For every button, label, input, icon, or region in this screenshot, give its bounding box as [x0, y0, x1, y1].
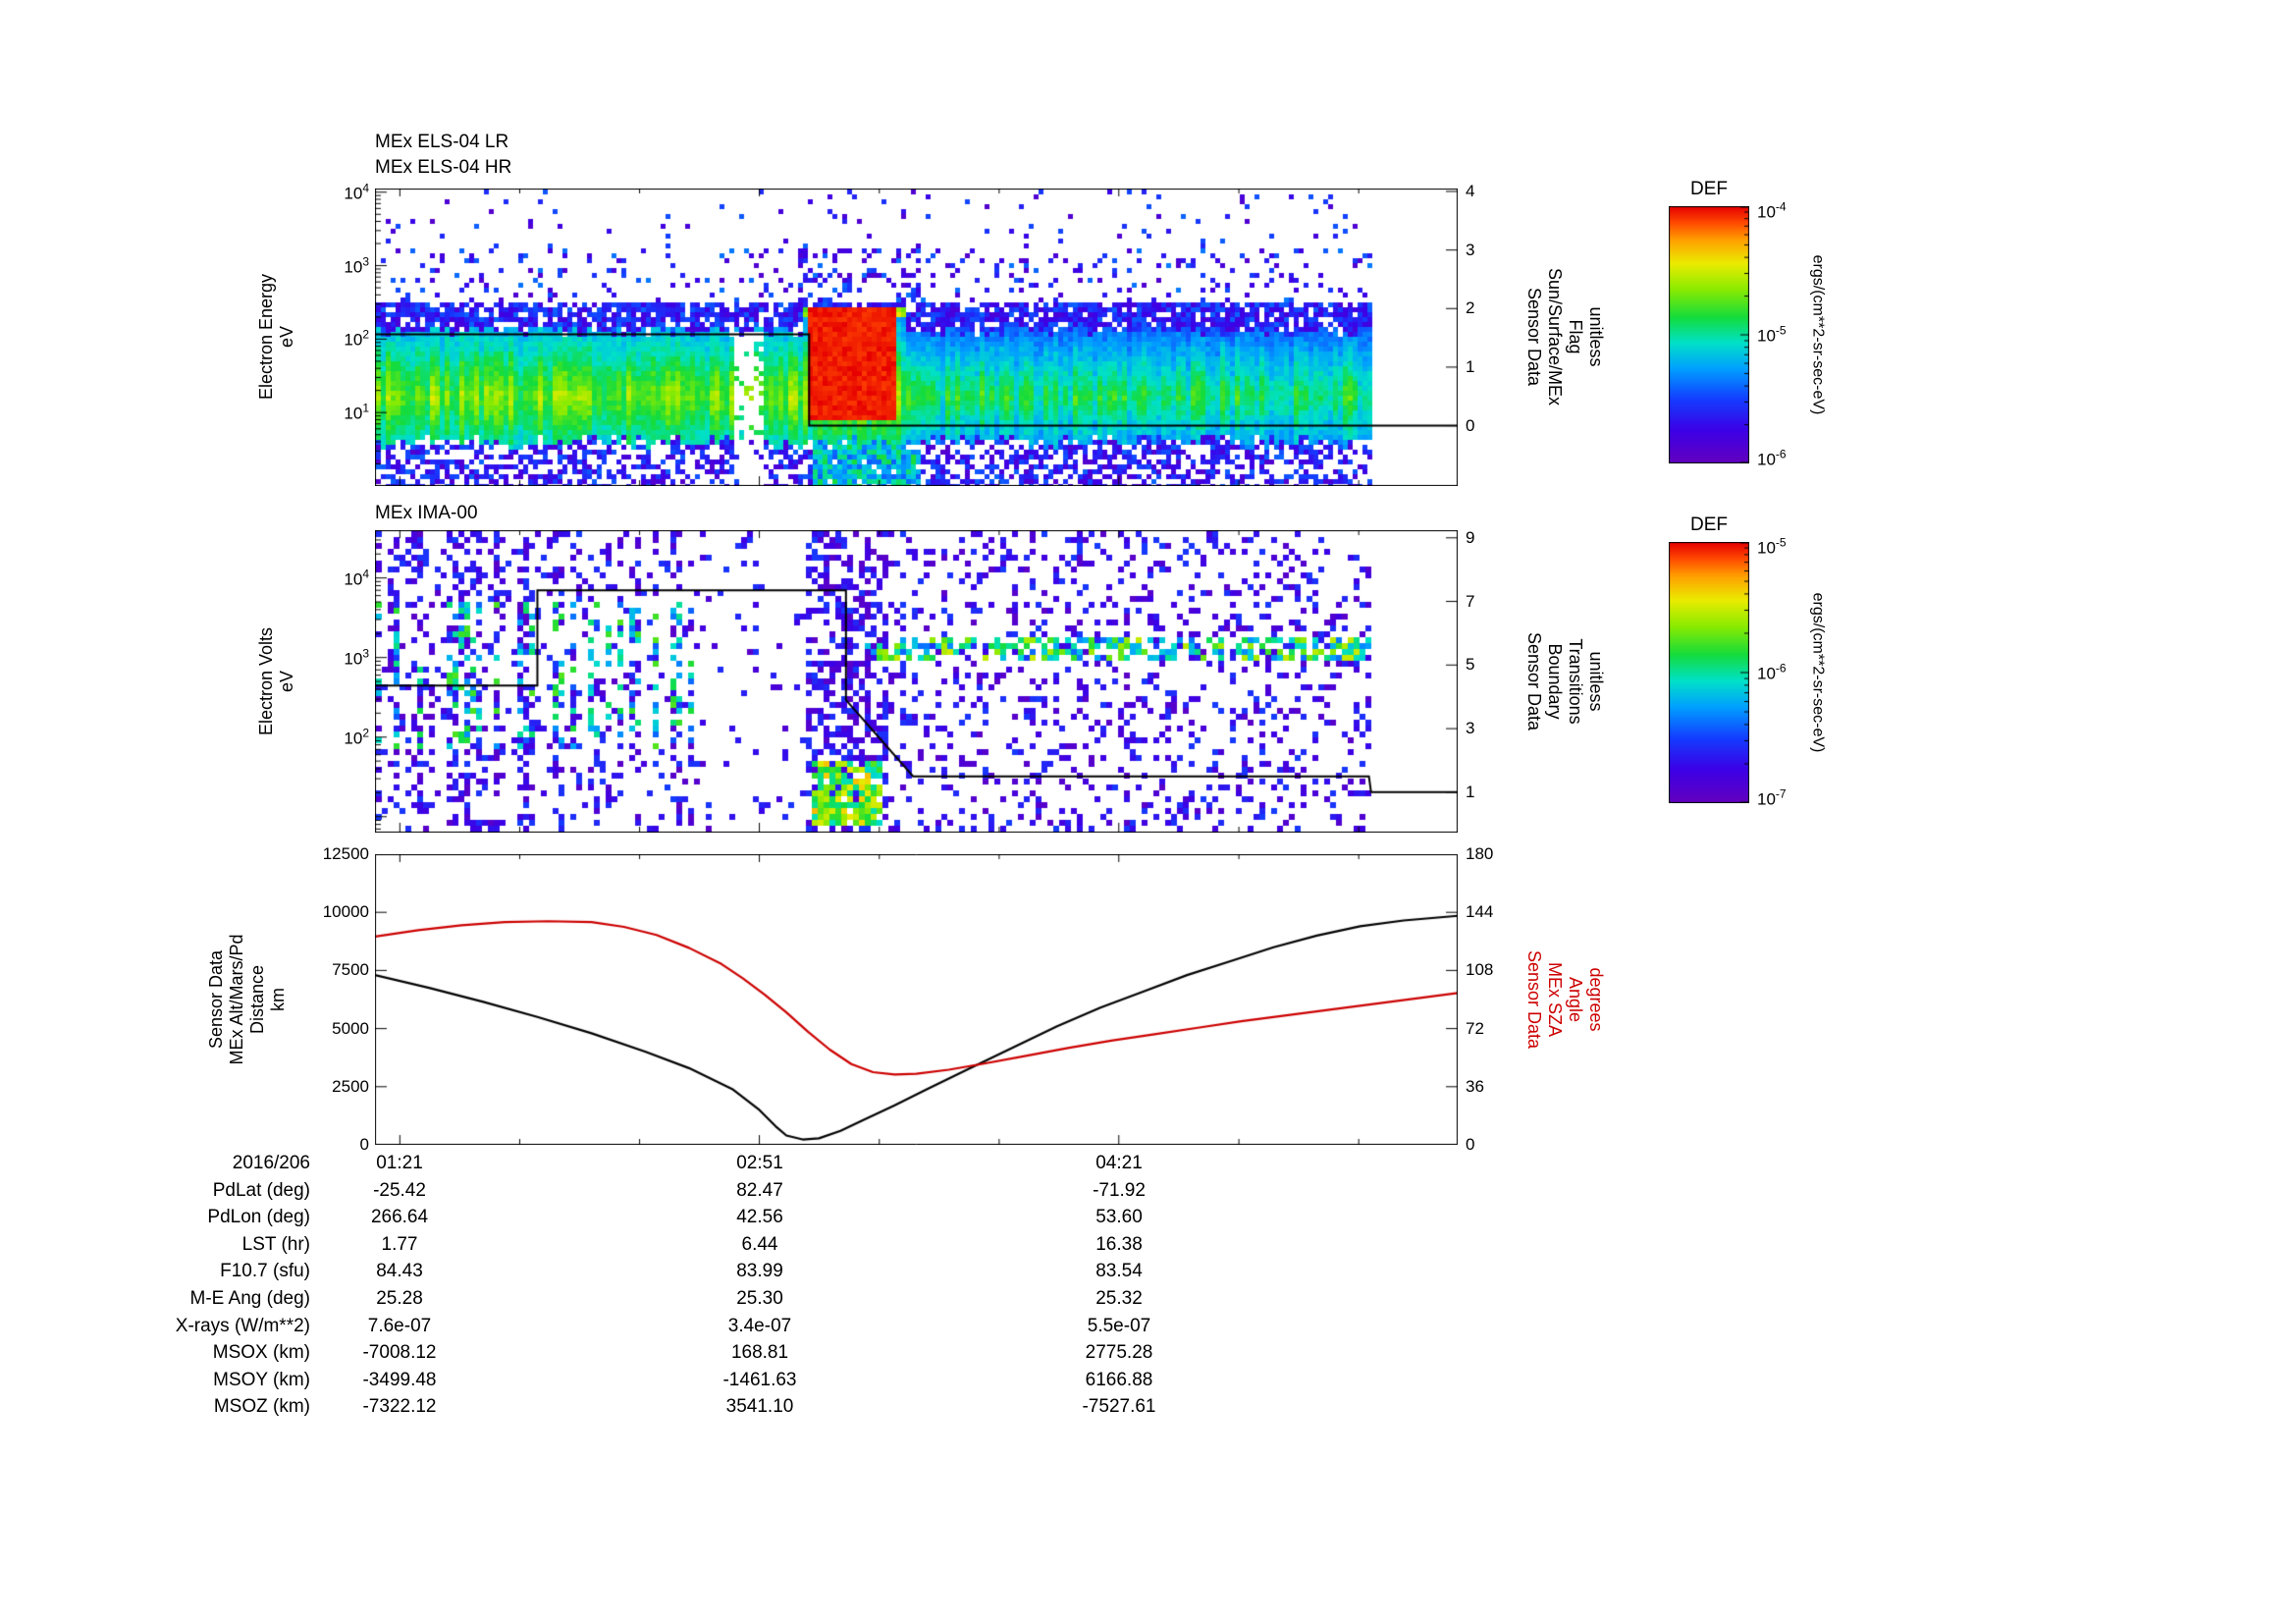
els-panel-title-lr: MEx ELS-04 LR [375, 132, 509, 152]
table-cell: 53.60 [1095, 1207, 1143, 1228]
table-cell: 16.38 [1095, 1233, 1143, 1255]
orbit-left-tick-label: 12500 [322, 844, 369, 863]
orbit-right-tick-label: 108 [1466, 960, 1494, 980]
ima-right-tick-label: 9 [1466, 527, 1475, 547]
ima-right-tick-label: 7 [1466, 591, 1475, 611]
table-cell: 1.77 [381, 1233, 418, 1255]
colorbar1-tick-label: 10-6 [1757, 447, 1787, 469]
colorbar1-def-label: DEF [1690, 179, 1728, 199]
table-cell: 25.30 [736, 1288, 783, 1309]
orbit-line-canvas [375, 854, 1458, 1145]
colorbar1 [1669, 206, 1749, 463]
els-right-tick-label: 3 [1466, 240, 1475, 259]
colorbar1-tick-label: 10-5 [1757, 323, 1787, 346]
orbit-right-tick-label: 36 [1466, 1076, 1484, 1096]
orbit-right-tick-label: 72 [1466, 1018, 1484, 1038]
ima-right-tick-label: 5 [1466, 655, 1475, 675]
els-panel-title-hr: MEx ELS-04 HR [375, 157, 512, 178]
colorbar1-tick-label: 10-4 [1757, 199, 1787, 222]
table-cell: 84.43 [376, 1261, 423, 1282]
orbit-left-tick-label: 10000 [322, 902, 369, 922]
table-cell: 5.5e-07 [1087, 1315, 1151, 1336]
table-row-label: PdLat (deg) [212, 1179, 310, 1201]
orbit-right-tick-label: 144 [1466, 902, 1494, 922]
orbit-left-tick-label: 7500 [332, 960, 369, 980]
table-row-label: F10.7 (sfu) [220, 1261, 310, 1282]
table-cell: 04:21 [1095, 1153, 1143, 1173]
orbit-left-tick-label: 5000 [332, 1018, 369, 1038]
orbit-left-axis-label: Sensor Data MEx Alt/Mars/Pd Distance km [206, 934, 288, 1065]
table-cell: -7008.12 [362, 1342, 437, 1364]
orbit-right-axis-label: degrees Angle MEx SZA Sensor Data [1524, 949, 1606, 1050]
ima-y-tick-label: 103 [344, 646, 369, 668]
table-cell: 3541.10 [725, 1396, 794, 1418]
els-y-tick-label: 104 [344, 181, 369, 203]
els-y-tick-label: 102 [344, 328, 369, 350]
table-cell: 82.47 [736, 1179, 783, 1201]
colorbar2 [1669, 542, 1749, 803]
table-cell: 02:51 [736, 1153, 783, 1173]
table-row-label: 2016/206 [232, 1153, 310, 1173]
els-right-tick-label: 4 [1466, 181, 1475, 200]
table-cell: 83.54 [1095, 1261, 1143, 1282]
ima-y-tick-label: 102 [344, 726, 369, 748]
table-cell: 83.99 [736, 1261, 783, 1282]
colorbar2-tick-label: 10-6 [1757, 661, 1787, 683]
table-cell: -3499.48 [362, 1369, 437, 1390]
table-cell: -7527.61 [1082, 1396, 1156, 1418]
table-cell: 01:21 [376, 1153, 423, 1173]
els-y-axis-label: Electron Energy eV [256, 273, 296, 401]
table-cell: 25.32 [1095, 1288, 1143, 1309]
table-cell: 7.6e-07 [367, 1315, 432, 1336]
colorbar2-def-label: DEF [1690, 514, 1728, 535]
table-cell: 168.81 [730, 1342, 789, 1364]
ima-right-axis-label: unitless Transitions Boundary Sensor Dat… [1524, 631, 1606, 731]
table-row-label: MSOY (km) [213, 1369, 310, 1390]
table-cell: 2775.28 [1085, 1342, 1153, 1364]
table-cell: 42.56 [736, 1207, 783, 1228]
table-cell: -7322.12 [362, 1396, 437, 1418]
table-cell: 25.28 [376, 1288, 423, 1309]
table-cell: -25.42 [373, 1179, 426, 1201]
els-spectrogram-canvas [375, 189, 1458, 486]
ima-panel-title: MEx IMA-00 [375, 503, 478, 523]
ima-right-tick-label: 3 [1466, 719, 1475, 738]
orbit-left-tick-label: 0 [359, 1135, 369, 1154]
ima-right-tick-label: 1 [1466, 782, 1475, 801]
colorbar1-unit-label: ergs/(cm**2-sr-sec-eV) [1809, 254, 1827, 415]
table-row-label: X-rays (W/m**2) [175, 1315, 310, 1336]
orbit-right-tick-label: 180 [1466, 844, 1494, 863]
table-row-label: M-E Ang (deg) [189, 1288, 311, 1309]
els-y-tick-label: 103 [344, 254, 369, 276]
colorbar2-tick-label: 10-7 [1757, 786, 1787, 809]
table-row-label: LST (hr) [241, 1233, 310, 1255]
els-right-axis-label: unitless Flag Sun/Surface/MEx Sensor Dat… [1524, 267, 1606, 406]
els-right-tick-label: 0 [1466, 415, 1475, 435]
table-cell: -1461.63 [722, 1369, 797, 1390]
table-cell: -71.92 [1093, 1179, 1146, 1201]
ima-spectrogram-canvas [375, 530, 1458, 833]
els-y-tick-label: 101 [344, 401, 369, 423]
table-cell: 266.64 [370, 1207, 429, 1228]
els-right-tick-label: 1 [1466, 356, 1475, 376]
colorbar2-unit-label: ergs/(cm**2-sr-sec-eV) [1809, 592, 1827, 753]
table-cell: 6166.88 [1085, 1369, 1153, 1390]
table-row-label: PdLon (deg) [207, 1207, 310, 1228]
table-cell: 3.4e-07 [727, 1315, 792, 1336]
ima-y-axis-label: Electron Volts eV [256, 626, 296, 736]
table-row-label: MSOZ (km) [213, 1396, 310, 1418]
els-right-tick-label: 2 [1466, 298, 1475, 318]
table-cell: 6.44 [741, 1233, 778, 1255]
table-row-label: MSOX (km) [212, 1342, 310, 1364]
ima-y-tick-label: 104 [344, 567, 369, 588]
colorbar2-tick-label: 10-5 [1757, 535, 1787, 558]
orbit-left-tick-label: 2500 [332, 1076, 369, 1096]
orbit-right-tick-label: 0 [1466, 1135, 1475, 1154]
